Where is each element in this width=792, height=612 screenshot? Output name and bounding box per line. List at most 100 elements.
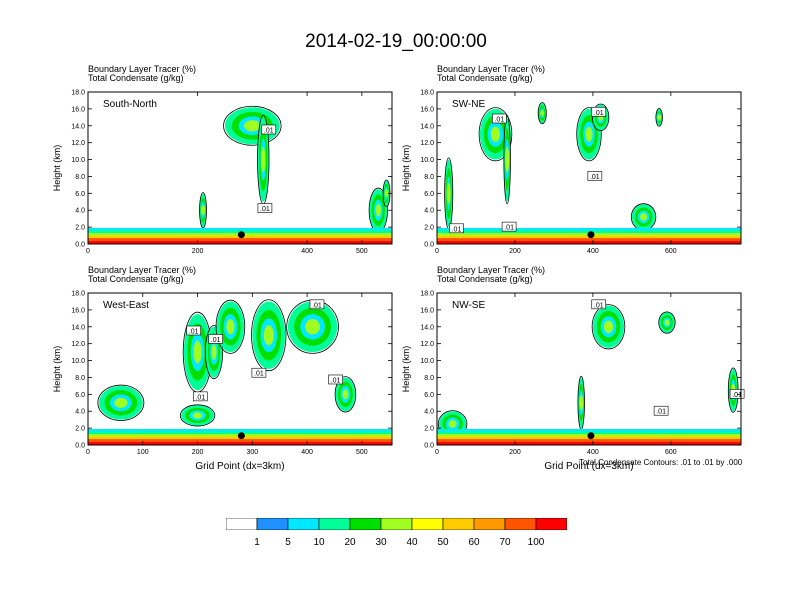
y-tick-label: 0.0 <box>424 242 434 249</box>
y-tick-label: 14.0 <box>71 123 85 130</box>
y-tick-label: 4.0 <box>424 409 434 416</box>
contour-label-box <box>591 106 607 117</box>
y-tick-label: 8.0 <box>75 174 85 181</box>
y-tick-label: 0.0 <box>424 443 434 450</box>
y-tick-label: 12.0 <box>71 140 85 147</box>
contour-label: .01 <box>732 392 742 399</box>
y-tick-label: 18.0 <box>420 291 434 298</box>
plot-frame <box>436 292 742 446</box>
x-tick-label: 400 <box>587 248 599 255</box>
y-tick-label: 4.0 <box>75 208 85 215</box>
x-tick-label: 0 <box>435 449 439 456</box>
panel-south-north: .01 .01 South-North 0.0 2.0 4.0 6.0 8.0 10.0 12.0… <box>52 90 393 255</box>
y-tick-label: 6.0 <box>75 392 85 399</box>
x-tick-label: 400 <box>587 449 599 456</box>
contour-label: .01 <box>594 302 604 309</box>
colorbar-label: 60 <box>468 537 480 548</box>
y-tick-label: 2.0 <box>424 225 434 232</box>
cloud-blob <box>537 102 547 125</box>
subtitle-tracer: Boundary Layer Tracer (%) <box>88 265 197 275</box>
subtitle-condensate: Total Condensate (g/kg) <box>437 274 533 284</box>
contour-label: .01 <box>494 117 504 124</box>
boundary-layer-band <box>88 238 392 244</box>
plot-area: .01 .01 South-North 0.0 2.0 4.0 6.0 8.0 10.0 12.0… <box>52 90 393 255</box>
cloud-blob <box>655 108 663 127</box>
contour-label-box <box>449 223 464 234</box>
x-tick-label: 400 <box>301 449 313 456</box>
colorbar-label: 1 <box>254 537 260 548</box>
y-tick-label: 12.0 <box>420 140 434 147</box>
colorbar-label: 100 <box>527 537 545 548</box>
subtitle-condensate: Total Condensate (g/kg) <box>88 274 184 284</box>
x-tick-label: 100 <box>137 449 149 456</box>
plot-area: .01 .01 .01 .01 .01 SW-NE 0.0 2.0 4.0 6.0 8.0 10.0 1… <box>401 90 742 255</box>
x-tick-label: 600 <box>665 248 677 255</box>
plot-area: .01 .01 .01 NW-SE 0.0 2.0 4.0 6.0 8.0 10.0 12.0 14.… <box>401 291 745 472</box>
cloud-blob <box>199 192 207 229</box>
contour-label-box <box>729 389 745 399</box>
boundary-layer-band <box>88 439 392 445</box>
location-marker <box>587 231 595 239</box>
colorbar-swatch <box>473 518 506 530</box>
colorbar-swatch <box>287 518 320 530</box>
cloud-blob <box>97 384 145 421</box>
subtitle-tracer: Boundary Layer Tracer (%) <box>437 265 546 275</box>
cloud-blob <box>630 203 657 231</box>
contour-label-box <box>261 124 277 135</box>
y-tick-label: 6.0 <box>75 191 85 198</box>
location-marker <box>237 231 245 239</box>
contour-label-box <box>653 405 669 416</box>
y-tick-label: 18.0 <box>420 90 434 97</box>
colorbar-swatch <box>256 518 289 530</box>
y-axis-label: Height (km) <box>52 346 62 393</box>
cloud-blob <box>368 187 388 233</box>
cloud-blob <box>444 157 454 230</box>
y-tick-label: 2.0 <box>75 225 85 232</box>
main-title: 2014-02-19_00:00:00 <box>305 31 487 52</box>
subtitle-tracer: Boundary Layer Tracer (%) <box>437 64 546 74</box>
x-tick-label: 200 <box>509 248 521 255</box>
contour-label: .01 <box>656 409 666 416</box>
plot-frame <box>87 91 393 245</box>
y-tick-label: 6.0 <box>424 392 434 399</box>
x-tick-label: 400 <box>301 248 313 255</box>
x-axis-label: Grid Point (dx=3km) <box>195 461 284 472</box>
y-tick-label: 16.0 <box>420 307 434 314</box>
plot-area: .01 .01 .01 .01 .01 .01 West-East 0.0 2.0 4.0 6.0 8… <box>52 291 393 472</box>
y-tick-label: 8.0 <box>424 375 434 382</box>
y-tick-label: 16.0 <box>71 307 85 314</box>
contour-label: .01 <box>590 174 600 181</box>
cloud-blob <box>286 299 339 354</box>
x-tick-label: 0 <box>86 248 90 255</box>
x-tick-label: 500 <box>356 248 368 255</box>
contour-label: .01 <box>312 302 322 309</box>
contour-label: .01 <box>264 128 274 135</box>
x-axis-label: Grid Point (dx=3km) <box>544 461 633 472</box>
x-tick-label: 600 <box>665 449 677 456</box>
boundary-layer-band <box>88 241 392 244</box>
colorbar-label: 40 <box>406 537 418 548</box>
boundary-layer-band <box>88 442 392 445</box>
cloud-blob <box>334 376 357 413</box>
boundary-layer-band <box>437 241 741 244</box>
y-tick-label: 10.0 <box>420 358 434 365</box>
contour-label-box <box>251 367 267 378</box>
y-tick-label: 14.0 <box>71 324 85 331</box>
contour-label-box <box>186 325 202 336</box>
cloud-blob <box>179 404 216 427</box>
colorbar-swatch <box>349 518 382 530</box>
colorbar-swatch <box>318 518 351 530</box>
x-tick-label: 300 <box>246 449 258 456</box>
contour-label: .01 <box>260 206 270 213</box>
colorbar-label: 30 <box>375 537 387 548</box>
y-tick-label: 18.0 <box>71 291 85 298</box>
y-tick-label: 10.0 <box>71 358 85 365</box>
subtitle-condensate: Total Condensate (g/kg) <box>437 73 533 83</box>
cloud-blob <box>591 304 626 350</box>
plot-frame <box>87 292 393 446</box>
subtitle-condensate: Total Condensate (g/kg) <box>88 73 184 83</box>
y-tick-label: 10.0 <box>420 157 434 164</box>
contour-label: .01 <box>195 394 205 401</box>
y-tick-label: 14.0 <box>420 324 434 331</box>
cloud-blob <box>257 114 270 205</box>
